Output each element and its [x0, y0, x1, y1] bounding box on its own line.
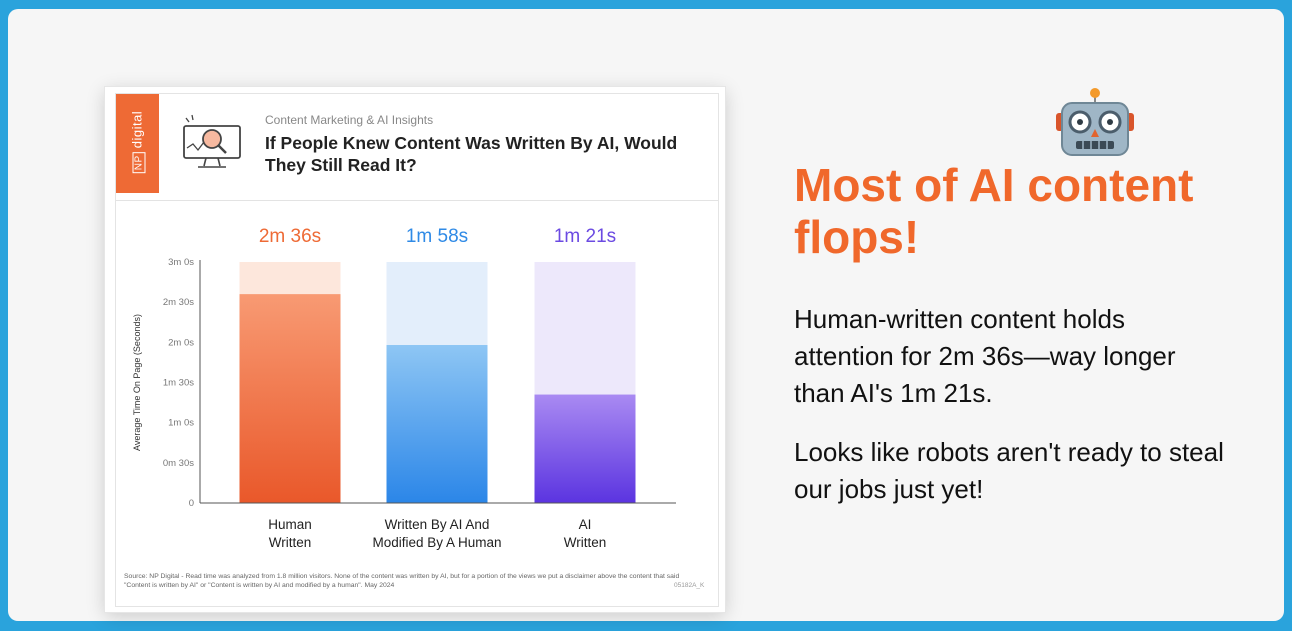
category-label: Written By AI And	[385, 517, 490, 532]
y-tick-label: 1m 0s	[168, 418, 194, 429]
bar	[534, 394, 636, 503]
category-label: Written	[564, 535, 607, 550]
bar-value-label: 2m 36s	[259, 226, 321, 247]
chart-card-inner: NPdigital Content Marketing & AI Insight…	[115, 93, 719, 607]
bar-value-label: 1m 58s	[406, 226, 468, 247]
category-label: Written	[269, 535, 312, 550]
body-paragraph-1: Human-written content holds attention fo…	[794, 304, 1176, 408]
y-tick-label: 3m 0s	[168, 257, 194, 268]
y-tick-label: 0	[189, 498, 194, 509]
y-axis-title: Average Time On Page (Seconds)	[132, 314, 142, 451]
bar-chart: 2m 36s Human Written 1m 58s Written By AI An…	[132, 226, 676, 550]
bar	[239, 294, 341, 503]
y-tick-label: 2m 0s	[168, 337, 194, 348]
chart-kicker: Content Marketing & AI Insights	[265, 113, 434, 127]
y-tick-label: 1m 30s	[163, 378, 194, 389]
y-tick-label: 0m 30s	[163, 458, 194, 469]
body-paragraph-2: Looks like robots aren't ready to steal …	[794, 437, 1224, 504]
slide: NPdigital Content Marketing & AI Insight…	[8, 9, 1284, 621]
bar	[386, 345, 488, 503]
chart-card: NPdigital Content Marketing & AI Insight…	[105, 87, 725, 612]
body-text: Human-written content holds attention fo…	[794, 301, 1224, 530]
headline: Most of AI content flops!	[794, 159, 1194, 263]
category-label: Modified By A Human	[372, 535, 501, 550]
footnote-code: 05182A_K	[674, 582, 705, 589]
category-label: AI	[579, 517, 592, 532]
bar-value-label: 1m 21s	[554, 226, 616, 247]
chart-title: If People Knew Content Was Written By AI…	[265, 133, 678, 175]
brand-logo: NPdigital	[116, 94, 159, 193]
y-tick-label: 2m 30s	[163, 297, 194, 308]
header-divider	[116, 200, 718, 201]
source-footnote: Source: NP Digital - Read time was analy…	[124, 573, 680, 589]
category-label: Human	[268, 517, 312, 532]
robot-face-icon	[1056, 88, 1134, 156]
magnifier-monitor-icon	[183, 114, 241, 168]
